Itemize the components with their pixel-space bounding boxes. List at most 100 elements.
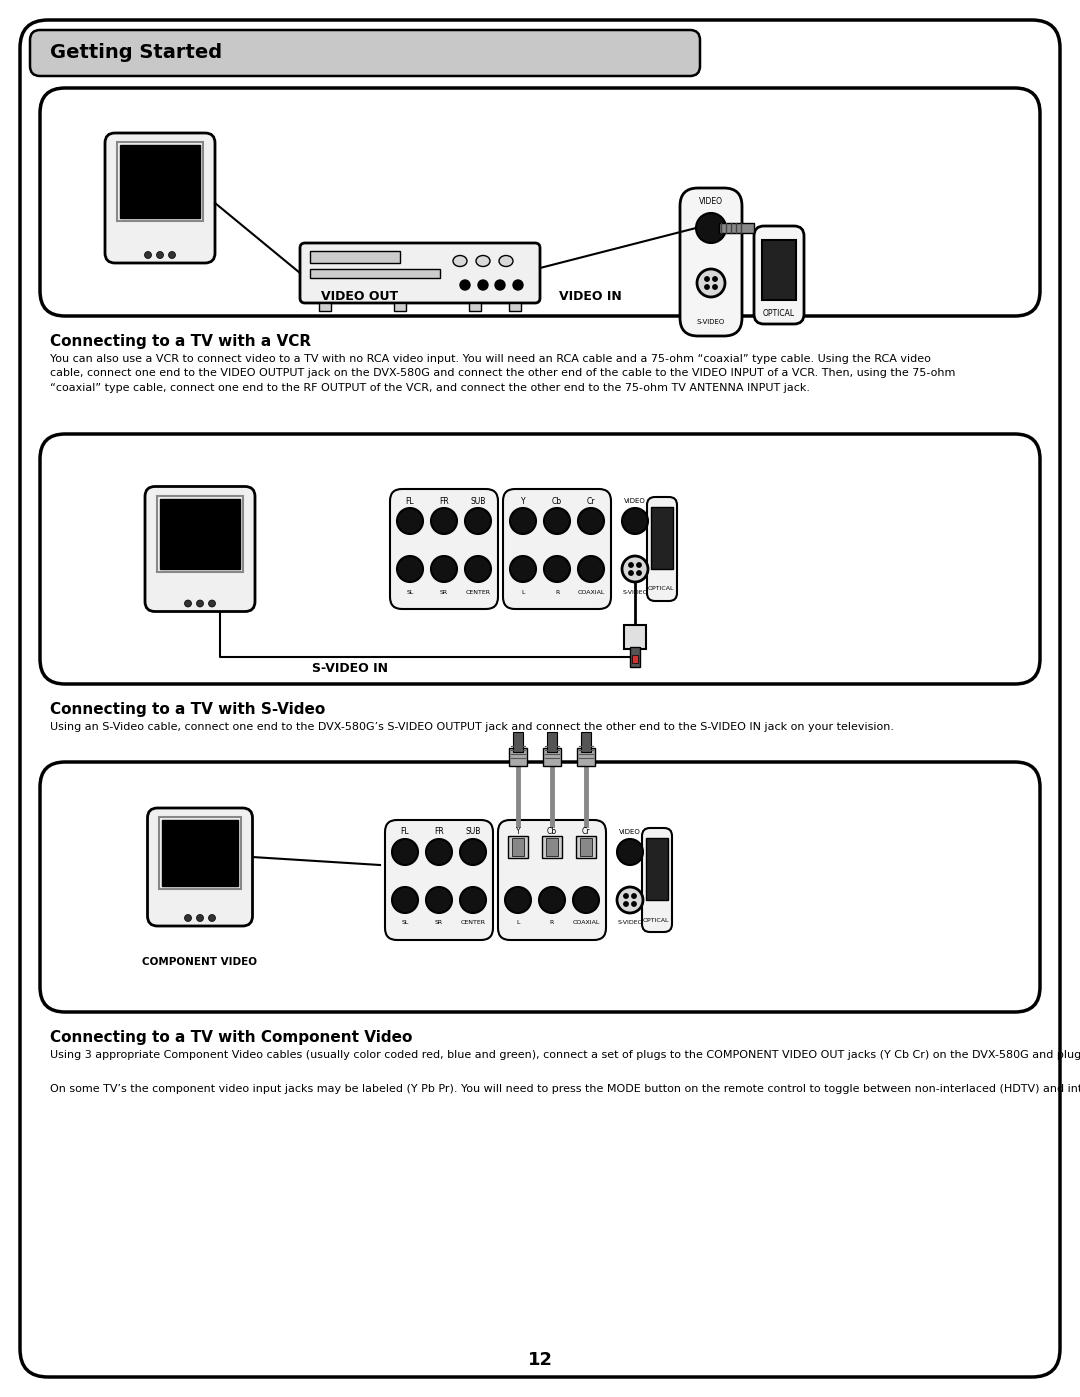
Text: Connecting to a TV with a VCR: Connecting to a TV with a VCR	[50, 334, 311, 349]
Text: Cb: Cb	[552, 496, 562, 506]
Circle shape	[426, 887, 453, 914]
Text: SR: SR	[440, 590, 448, 595]
Text: You can also use a VCR to connect video to a TV with no RCA video input. You wil: You can also use a VCR to connect video …	[50, 353, 956, 393]
Bar	[513, 732, 523, 752]
FancyBboxPatch shape	[754, 226, 804, 324]
Circle shape	[460, 840, 486, 865]
Circle shape	[197, 915, 203, 922]
Circle shape	[637, 571, 642, 576]
Bar	[624, 624, 646, 650]
Circle shape	[632, 902, 636, 907]
Circle shape	[697, 270, 725, 298]
Bar	[543, 747, 561, 766]
Bar	[319, 303, 330, 312]
Text: On some TV’s the component video input jacks may be labeled (Y Pb Pr). You will : On some TV’s the component video input j…	[50, 1084, 1080, 1094]
FancyBboxPatch shape	[384, 820, 492, 940]
Bar	[394, 303, 406, 312]
FancyBboxPatch shape	[498, 820, 606, 940]
Bar	[576, 835, 596, 858]
Circle shape	[145, 251, 151, 258]
Circle shape	[696, 212, 726, 243]
Text: VIDEO IN: VIDEO IN	[558, 291, 621, 303]
Circle shape	[713, 285, 717, 289]
Text: VIDEO: VIDEO	[699, 197, 723, 207]
Circle shape	[157, 251, 163, 258]
Circle shape	[168, 251, 175, 258]
FancyBboxPatch shape	[40, 761, 1040, 1011]
Circle shape	[510, 509, 536, 534]
Text: Using an S-Video cable, connect one end to the DVX-580G’s S-VIDEO OUTPUT jack an: Using an S-Video cable, connect one end …	[50, 722, 894, 732]
Bar	[651, 507, 673, 569]
Text: OPTICAL: OPTICAL	[762, 310, 795, 319]
Text: FR: FR	[434, 827, 444, 837]
Circle shape	[397, 556, 423, 583]
Text: S-VIDEO: S-VIDEO	[697, 319, 725, 326]
Circle shape	[617, 840, 643, 865]
Text: Cb: Cb	[546, 827, 557, 837]
Circle shape	[505, 887, 531, 914]
Circle shape	[510, 556, 536, 583]
Circle shape	[465, 509, 491, 534]
Circle shape	[713, 277, 717, 281]
Text: VIDEO: VIDEO	[624, 497, 646, 504]
Text: S-VIDEO IN: S-VIDEO IN	[312, 662, 388, 675]
Bar	[118, 142, 203, 221]
Text: VIDEO: VIDEO	[619, 828, 640, 835]
Bar	[646, 838, 669, 900]
Bar	[512, 838, 524, 856]
Circle shape	[397, 509, 423, 534]
FancyBboxPatch shape	[148, 807, 253, 926]
Circle shape	[185, 599, 191, 608]
Bar	[577, 747, 595, 766]
Circle shape	[578, 509, 604, 534]
Bar	[546, 732, 557, 752]
Circle shape	[544, 509, 570, 534]
Bar	[632, 655, 638, 664]
Text: Y: Y	[521, 496, 525, 506]
Circle shape	[617, 887, 643, 914]
Circle shape	[544, 556, 570, 583]
Text: COAXIAL: COAXIAL	[578, 590, 605, 595]
Circle shape	[392, 887, 418, 914]
Text: SL: SL	[406, 590, 414, 595]
Bar	[509, 747, 527, 766]
Bar	[161, 499, 240, 569]
Text: CENTER: CENTER	[460, 921, 486, 925]
Circle shape	[629, 563, 633, 567]
Text: FL: FL	[406, 496, 415, 506]
Text: CENTER: CENTER	[465, 590, 490, 595]
Circle shape	[622, 509, 648, 534]
Circle shape	[460, 887, 486, 914]
Circle shape	[705, 285, 710, 289]
Bar	[508, 835, 528, 858]
Text: VIDEO OUT: VIDEO OUT	[322, 291, 399, 303]
Text: S-VIDEO: S-VIDEO	[622, 590, 648, 595]
Bar	[162, 820, 238, 886]
FancyBboxPatch shape	[503, 489, 611, 609]
Circle shape	[705, 277, 710, 281]
Bar	[719, 224, 754, 233]
Circle shape	[632, 894, 636, 898]
Circle shape	[431, 556, 457, 583]
FancyBboxPatch shape	[300, 243, 540, 303]
Bar	[509, 303, 521, 312]
Text: SUB: SUB	[470, 496, 486, 506]
Bar	[630, 647, 640, 666]
Text: COMPONENT VIDEO: COMPONENT VIDEO	[143, 957, 257, 967]
Text: Getting Started: Getting Started	[50, 43, 222, 63]
Text: OPTICAL: OPTICAL	[643, 918, 670, 922]
Bar	[580, 838, 592, 856]
Ellipse shape	[453, 256, 467, 267]
Circle shape	[460, 279, 470, 291]
Circle shape	[197, 599, 203, 608]
Circle shape	[478, 279, 488, 291]
Bar	[159, 817, 241, 888]
FancyBboxPatch shape	[21, 20, 1059, 1377]
Text: Connecting to a TV with Component Video: Connecting to a TV with Component Video	[50, 1030, 413, 1045]
Bar	[542, 835, 562, 858]
Bar	[310, 251, 400, 263]
Text: R: R	[550, 921, 554, 925]
Circle shape	[622, 556, 648, 583]
Text: Cr: Cr	[586, 496, 595, 506]
FancyBboxPatch shape	[145, 486, 255, 612]
